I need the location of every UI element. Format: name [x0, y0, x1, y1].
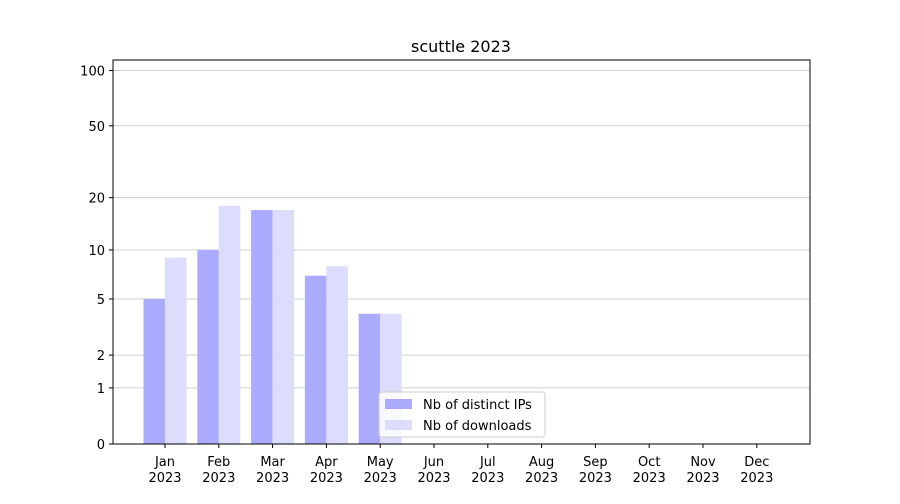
y-tick-label: 1 — [97, 382, 105, 397]
bar — [143, 298, 165, 444]
bar — [165, 257, 187, 444]
x-tick-label: Dec 2023 — [740, 455, 773, 486]
plot-frame — [112, 59, 811, 445]
bar — [272, 210, 295, 444]
y-tick-label: 50 — [88, 120, 105, 135]
x-tick-label: Oct 2023 — [633, 455, 666, 486]
bar — [218, 205, 241, 444]
bar — [251, 210, 273, 444]
x-tick-label: Aug 2023 — [525, 455, 558, 486]
legend-swatch — [385, 399, 412, 409]
bar — [326, 266, 348, 444]
y-tick-label: 0 — [97, 438, 105, 453]
legend-swatch — [385, 420, 412, 430]
x-tick-label: May 2023 — [364, 455, 397, 486]
x-tick-label: Sep 2023 — [579, 455, 612, 486]
y-tick-label: 2 — [97, 349, 105, 364]
chart-title: scuttle 2023 — [411, 37, 511, 56]
bar — [197, 249, 219, 444]
x-tick-label: Mar 2023 — [256, 455, 289, 486]
legend-box — [378, 391, 546, 438]
x-tick-label: Nov 2023 — [686, 455, 719, 486]
legend-label: Nb of distinct IPs — [423, 398, 532, 413]
x-tick-label: Apr 2023 — [310, 455, 343, 486]
y-tick-label: 5 — [97, 293, 105, 308]
x-tick-label: Jul 2023 — [471, 455, 504, 486]
legend-label: Nb of downloads — [423, 419, 532, 434]
x-tick-label: Jun 2023 — [417, 455, 450, 486]
bar — [358, 313, 381, 444]
y-tick-label: 10 — [88, 244, 105, 259]
y-tick-label: 100 — [80, 65, 105, 80]
y-tick-label: 20 — [88, 192, 105, 207]
bar — [304, 275, 327, 444]
x-tick-label: Feb 2023 — [202, 455, 235, 486]
x-tick-label: Jan 2023 — [148, 455, 181, 486]
